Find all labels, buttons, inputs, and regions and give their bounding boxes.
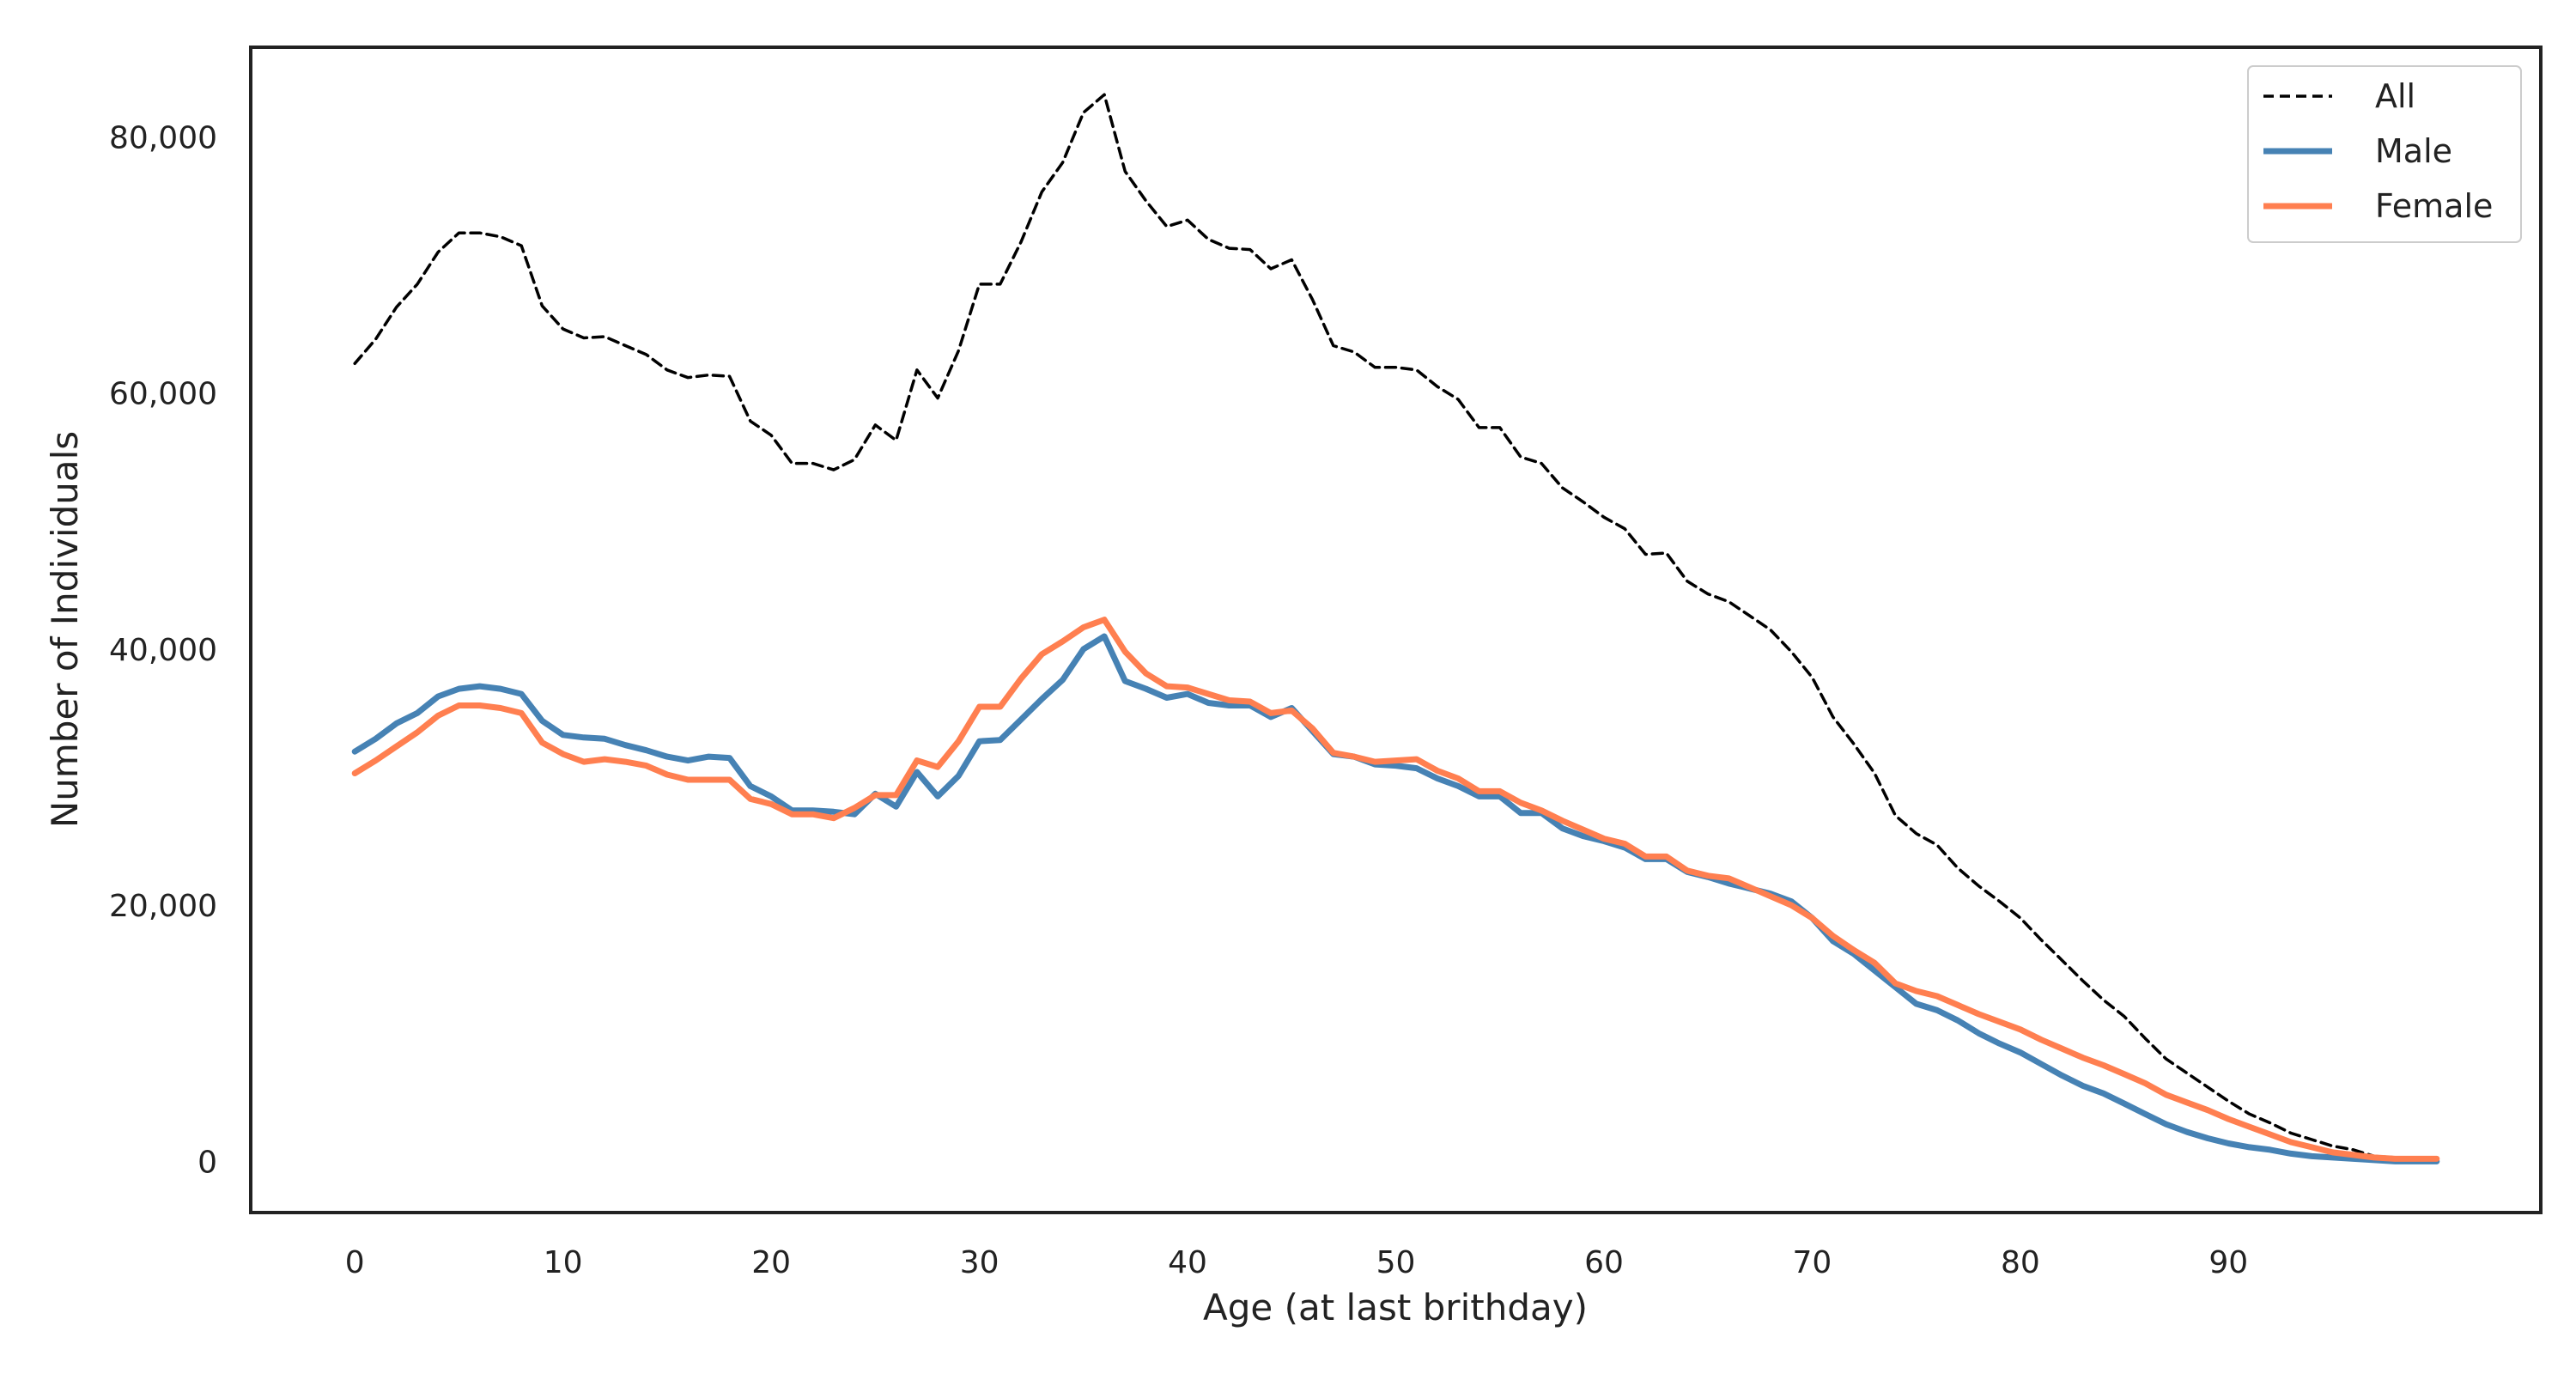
x-tick-label: 30: [960, 1245, 999, 1280]
x-axis-ticks: 0 10 20 30 40 50 60 70 80 90: [345, 1245, 2248, 1280]
series-line-female: [351, 617, 2440, 1162]
x-tick-label: 90: [2208, 1245, 2248, 1280]
series-line-all: [353, 93, 2439, 1161]
x-tick-label: 60: [1584, 1245, 1624, 1280]
y-tick-label: 40,000: [109, 633, 217, 668]
x-axis-label: Age (at last brithday): [1203, 1286, 1588, 1328]
legend-item-all: All: [2263, 77, 2415, 115]
x-tick-label: 70: [1792, 1245, 1832, 1280]
y-axis-ticks: 0 20,000 40,000 60,000 80,000: [109, 120, 217, 1180]
legend-label-male: Male: [2375, 132, 2452, 170]
y-tick-label: 0: [197, 1145, 217, 1180]
x-tick-label: 10: [544, 1245, 583, 1280]
x-tick-label: 0: [345, 1245, 365, 1280]
legend-label-female: Female: [2375, 187, 2493, 225]
y-tick-label: 20,000: [109, 889, 217, 924]
series-layer: [351, 93, 2440, 1164]
legend-label-all: All: [2375, 77, 2415, 115]
legend-box: [2247, 65, 2522, 243]
legend-item-male: Male: [2263, 132, 2452, 170]
legend-item-female: Female: [2263, 187, 2493, 225]
legend: All Male Female: [2247, 65, 2522, 243]
x-tick-label: 80: [2001, 1245, 2040, 1280]
x-tick-label: 40: [1168, 1245, 1207, 1280]
x-tick-label: 50: [1376, 1245, 1416, 1280]
x-tick-label: 20: [751, 1245, 791, 1280]
plot-frame: [249, 46, 2543, 1214]
series-line-male: [351, 633, 2440, 1164]
y-tick-label: 80,000: [109, 120, 217, 155]
y-tick-label: 60,000: [109, 377, 217, 412]
y-axis-label: Number of Individuals: [44, 431, 86, 828]
